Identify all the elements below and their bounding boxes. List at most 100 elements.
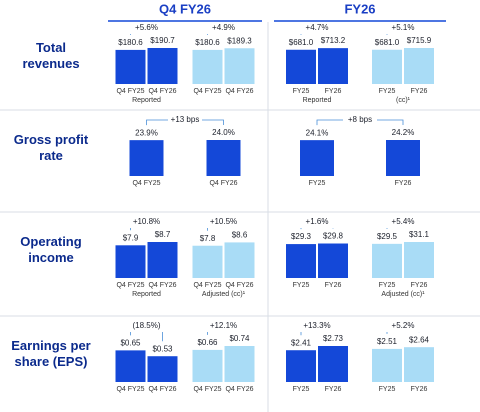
category-label: FY25: [379, 88, 396, 95]
change-bg: [386, 320, 420, 332]
group-label: Reported: [132, 291, 161, 298]
row-label: Gross profit rate: [13, 132, 89, 163]
category-label: Q4 FY26: [148, 386, 176, 393]
change-bg: [343, 114, 377, 126]
bar: [192, 49, 223, 84]
column-header: Q4 FY26: [159, 1, 211, 16]
value-label: $2.73: [323, 334, 344, 343]
bar: [404, 347, 434, 382]
change-bg: [386, 22, 420, 34]
change-bg: [129, 216, 164, 228]
change-bg: [129, 320, 164, 332]
value-label: $2.41: [291, 338, 312, 347]
value-label: $681.0: [289, 38, 314, 47]
bar: [318, 243, 348, 278]
category-label: FY26: [395, 180, 412, 187]
value-label: $29.8: [323, 232, 344, 241]
category-label: Q4 FY25: [116, 386, 144, 393]
category-label: Q4 FY26: [225, 88, 253, 95]
change-label: +4.7%: [306, 23, 329, 32]
category-label: FY26: [325, 88, 342, 95]
bar: [224, 346, 255, 382]
value-label: 23.9%: [135, 128, 158, 137]
change-label: +5.6%: [135, 23, 158, 32]
value-label: $0.53: [152, 344, 173, 353]
category-label: Q4 FY26: [225, 282, 253, 289]
group-label: Reported: [132, 97, 161, 104]
bar: [372, 348, 402, 382]
change-bg: [300, 216, 334, 228]
change-label: +4.9%: [212, 23, 235, 32]
change-label: +1.6%: [306, 217, 329, 226]
category-label: Q4 FY26: [209, 180, 237, 187]
column-header: FY26: [344, 1, 375, 16]
bar: [404, 48, 434, 84]
row-label: Earnings per share (EPS): [11, 338, 91, 369]
bar: [129, 140, 164, 176]
value-label: $7.9: [123, 233, 139, 242]
category-label: Q4 FY25: [193, 88, 221, 95]
category-label: FY26: [411, 386, 428, 393]
bar: [372, 243, 402, 278]
bar: [115, 245, 146, 278]
bar: [224, 48, 255, 84]
group-label: Adjusted (cc)¹: [202, 291, 246, 298]
change-label: +13 bps: [171, 115, 200, 124]
bar: [404, 242, 434, 278]
bar: [115, 350, 146, 382]
category-label: FY26: [325, 386, 342, 393]
value-label: $8.6: [232, 231, 248, 240]
change-label: +5.2%: [392, 321, 415, 330]
group-label: Reported: [303, 97, 332, 104]
value-label: $681.0: [375, 38, 400, 47]
change-label: +5.1%: [392, 23, 415, 32]
change-bg: [129, 22, 164, 34]
bar: [206, 140, 241, 176]
bar: [115, 49, 146, 84]
change-label: +12.1%: [210, 321, 237, 330]
category-label: Q4 FY25: [193, 282, 221, 289]
bar: [192, 245, 223, 278]
category-label: FY25: [293, 88, 310, 95]
category-label: FY26: [411, 88, 428, 95]
change-bg: [206, 216, 241, 228]
category-label: Q4 FY25: [116, 282, 144, 289]
bar: [372, 49, 402, 84]
bar: [147, 48, 178, 84]
value-label: $8.7: [155, 230, 171, 239]
value-label: $2.64: [409, 335, 430, 344]
category-label: Q4 FY25: [193, 386, 221, 393]
change-label: +13.3%: [303, 321, 330, 330]
value-label: $29.3: [291, 232, 312, 241]
category-label: FY25: [293, 282, 310, 289]
value-label: $7.8: [200, 234, 216, 243]
change-label: +10.5%: [210, 217, 237, 226]
bar: [318, 346, 348, 382]
bar: [147, 242, 178, 278]
value-label: $180.6: [118, 38, 143, 47]
row-label: Operating income: [20, 234, 82, 265]
bar: [147, 356, 178, 382]
group-label: Adjusted (cc)¹: [381, 291, 425, 298]
bar: [318, 48, 348, 84]
value-label: $2.51: [377, 337, 398, 346]
bar: [300, 140, 334, 176]
value-label: $189.3: [227, 36, 252, 45]
value-label: $713.2: [321, 36, 346, 45]
value-label: $715.9: [407, 36, 432, 45]
value-label: $190.7: [150, 36, 175, 45]
row-label: Total revenues: [22, 40, 80, 71]
category-label: FY25: [379, 282, 396, 289]
category-label: Q4 FY26: [148, 282, 176, 289]
category-label: Q4 FY26: [225, 386, 253, 393]
change-bg: [206, 22, 241, 34]
change-label: +5.4%: [392, 217, 415, 226]
change-bg: [168, 114, 202, 126]
category-label: FY25: [309, 180, 326, 187]
category-label: FY25: [379, 386, 396, 393]
change-bg: [206, 320, 241, 332]
group-label: (cc)¹: [396, 97, 411, 104]
value-label: 24.2%: [392, 128, 415, 137]
